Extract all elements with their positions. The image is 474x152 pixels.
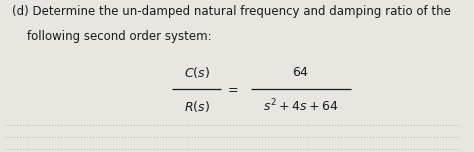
Text: $R(s)$: $R(s)$	[184, 99, 210, 114]
Text: following second order system:: following second order system:	[12, 30, 211, 43]
Text: $s^{2}+4s+64$: $s^{2}+4s+64$	[264, 98, 338, 115]
Text: $C(s)$: $C(s)$	[184, 66, 210, 80]
Text: (d) Determine the un-damped natural frequency and damping ratio of the: (d) Determine the un-damped natural freq…	[12, 5, 451, 18]
Text: $=$: $=$	[226, 82, 239, 95]
Text: $64$: $64$	[292, 66, 310, 79]
